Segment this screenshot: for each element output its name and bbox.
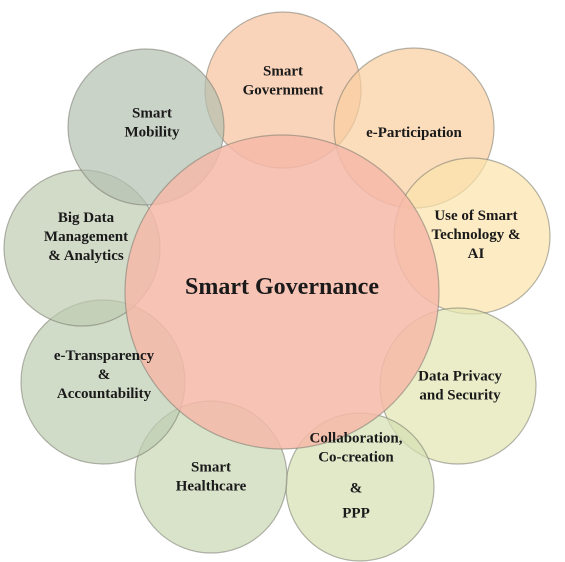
petal-label-line: Healthcare	[176, 479, 247, 495]
petal-label-line: Big Data	[58, 210, 115, 226]
petal-circle-smart-mobility	[67, 48, 225, 206]
petal-label-line: Co-creation	[318, 450, 394, 466]
petal-label-line: Technology &	[431, 227, 520, 243]
petal-label-line: e-Participation	[366, 125, 462, 141]
petal-label-line: Collaboration,	[310, 431, 403, 447]
petal-label-line: and Security	[419, 388, 501, 404]
petal-label-smart-mobility: Smart Mobility	[125, 106, 180, 141]
petal-label-line: Smart	[263, 64, 303, 80]
petal-label-line: Use of Smart	[434, 208, 517, 224]
petal-label-e-transparency: e-Transparency & Accountability	[54, 348, 155, 402]
petal-label-line: Data Privacy	[418, 369, 502, 385]
petal-label-line: AI	[468, 246, 485, 262]
center-circle-group	[124, 134, 440, 450]
petal-label-line: PPP	[342, 506, 370, 522]
petal-label-big-data: Big Data Management & Analytics	[44, 210, 128, 264]
petal-label-e-participation: e-Participation	[366, 125, 462, 141]
petal-circles	[3, 11, 551, 562]
petal-label-line: & Analytics	[48, 248, 124, 264]
petal-label-line: e-Transparency	[54, 348, 155, 364]
petal-label-smart-technology: Use of Smart Technology & AI	[431, 208, 520, 262]
petal-label-line: Smart	[132, 106, 172, 122]
petal-label-line: Mobility	[125, 125, 180, 141]
petal-label-line: Smart	[191, 460, 231, 476]
center-label: Smart Governance	[185, 274, 379, 300]
petal-label-line: Accountability	[57, 386, 152, 402]
petal-label-line: &	[350, 481, 363, 497]
petal-label-collaboration: Collaboration, Co-creation & PPP	[310, 431, 403, 522]
petal-label-smart-healthcare: Smart Healthcare	[176, 460, 247, 495]
petal-label-line: Management	[44, 229, 128, 245]
petal-label-data-privacy: Data Privacy and Security	[418, 369, 502, 404]
center-circle	[124, 134, 440, 450]
labels: Smart Government e-Participation Use of Sma…	[44, 64, 521, 522]
petal-label-line: &	[98, 367, 111, 383]
petal-label-line: Government	[243, 83, 324, 99]
petal-label-smart-government: Smart Government	[243, 64, 324, 99]
